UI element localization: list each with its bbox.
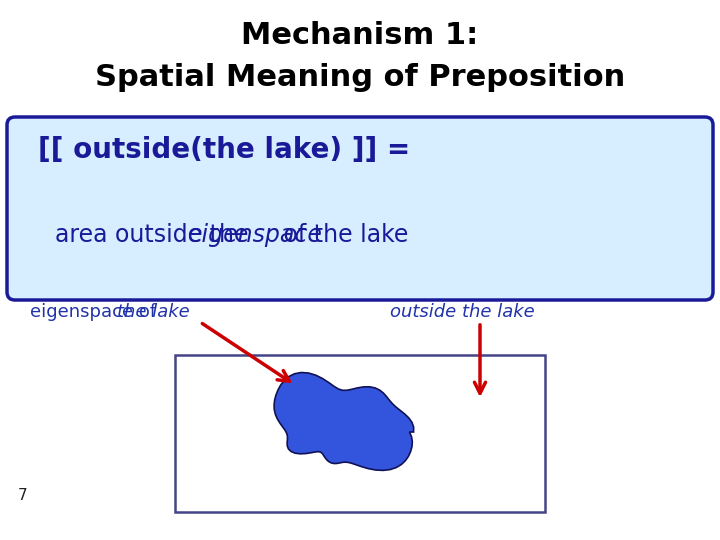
- Text: eigenspace: eigenspace: [188, 223, 323, 247]
- Polygon shape: [274, 373, 413, 470]
- Text: Mechanism 1:: Mechanism 1:: [241, 21, 479, 50]
- Text: the lake: the lake: [117, 303, 190, 321]
- Text: 7: 7: [18, 488, 27, 503]
- Text: Spatial Meaning of Preposition: Spatial Meaning of Preposition: [95, 63, 625, 91]
- Text: [[ outside(the lake) ]] =: [[ outside(the lake) ]] =: [38, 136, 410, 164]
- Text: outside the lake: outside the lake: [390, 303, 535, 321]
- Text: eigenspace of: eigenspace of: [30, 303, 162, 321]
- FancyBboxPatch shape: [7, 117, 713, 300]
- Text: area outside the: area outside the: [55, 223, 256, 247]
- Text: of the lake: of the lake: [276, 223, 408, 247]
- Bar: [175, 355, 545, 512]
